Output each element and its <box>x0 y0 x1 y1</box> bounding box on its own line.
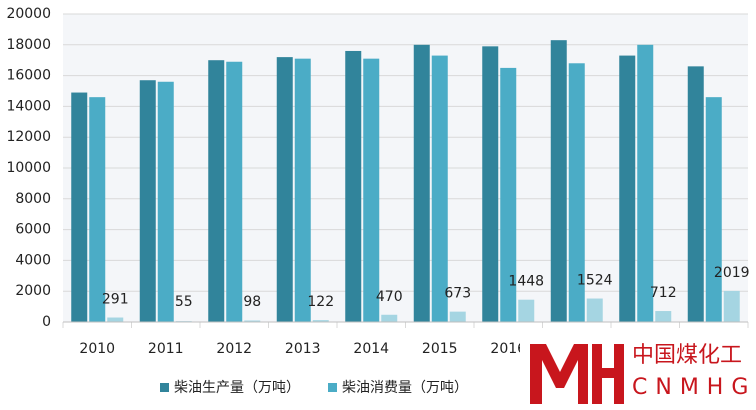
bar <box>449 311 466 322</box>
bar <box>276 57 293 323</box>
data-label: 55 <box>175 294 193 310</box>
x-tick-label: 2012 <box>216 341 252 357</box>
bar <box>655 311 672 322</box>
x-tick-label: 2015 <box>422 341 458 357</box>
bar <box>139 80 156 322</box>
legend-swatch <box>160 383 169 392</box>
bar <box>500 67 517 323</box>
data-label: 291 <box>102 292 129 308</box>
data-label: 1524 <box>577 273 613 289</box>
y-tick-label: 16000 <box>6 68 51 84</box>
bar <box>431 55 448 323</box>
bar <box>71 92 88 322</box>
bar <box>619 55 636 323</box>
y-tick-label: 20000 <box>6 6 51 22</box>
data-label: 98 <box>243 294 261 310</box>
y-tick-label: 2000 <box>15 283 51 299</box>
bar <box>312 320 329 322</box>
y-tick-label: 12000 <box>6 129 51 145</box>
bar <box>226 61 243 323</box>
data-label: 1448 <box>508 274 544 290</box>
bar <box>518 299 535 322</box>
bar <box>345 50 362 323</box>
bar <box>413 44 430 323</box>
y-tick-label: 6000 <box>15 222 51 238</box>
bar <box>482 46 499 323</box>
bar <box>637 44 654 323</box>
bar <box>244 320 261 322</box>
bar <box>550 40 567 323</box>
bar <box>381 314 398 322</box>
bar <box>157 81 174 322</box>
logo-h <box>592 344 624 404</box>
x-tick-label: 2011 <box>148 341 184 357</box>
y-tick-label: 0 <box>42 314 51 330</box>
bar <box>89 97 106 322</box>
bar <box>705 97 722 322</box>
data-label: 2019 <box>714 265 750 281</box>
data-label: 712 <box>650 285 677 301</box>
logo-name: 中国煤化工 <box>632 343 742 368</box>
bar <box>723 290 740 322</box>
legend-label: 柴油生产量（万吨） <box>174 380 300 396</box>
x-tick-label: 2010 <box>79 341 115 357</box>
data-label: 470 <box>376 289 403 305</box>
y-tick-label: 14000 <box>6 98 51 114</box>
bar <box>294 58 311 322</box>
logo-code: CNMHG <box>632 375 756 400</box>
data-label: 122 <box>307 294 334 310</box>
bar <box>208 60 225 322</box>
y-tick-label: 8000 <box>15 191 51 207</box>
y-tick-label: 10000 <box>6 160 51 176</box>
y-tick-label: 18000 <box>6 37 51 53</box>
bar <box>586 298 603 322</box>
bar <box>363 58 380 322</box>
bar <box>568 63 585 322</box>
data-label: 673 <box>444 286 471 302</box>
x-tick-label: 2016 <box>490 341 526 357</box>
bar <box>687 66 704 322</box>
legend-label: 柴油消费量（万吨） <box>342 380 468 396</box>
x-tick-label: 2014 <box>353 341 389 357</box>
x-tick-label: 2013 <box>285 341 321 357</box>
bar <box>107 317 124 322</box>
logo-m <box>530 344 588 404</box>
watermark-logo: 中国煤化工 CNMHG <box>520 336 756 408</box>
y-tick-label: 4000 <box>15 252 51 268</box>
legend-swatch <box>328 383 337 392</box>
